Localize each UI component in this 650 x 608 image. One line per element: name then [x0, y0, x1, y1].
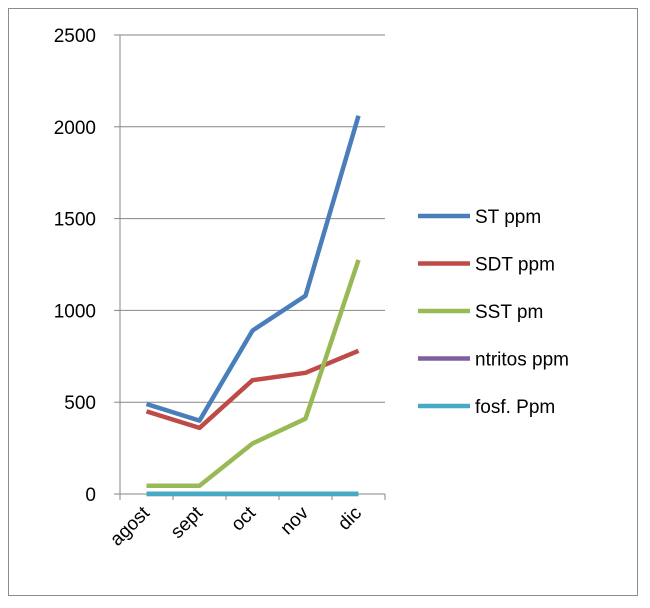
series-line [145, 348, 360, 431]
x-tick-label: sept [167, 502, 208, 543]
legend-label: fosf. Ppm [475, 397, 555, 418]
y-tick-label: 1000 [54, 301, 96, 322]
legend-label: ntritos ppm [475, 350, 569, 371]
y-tick-label: 2500 [54, 26, 96, 47]
legend-label: ST ppm [475, 207, 541, 228]
y-tick-label: 2000 [54, 118, 96, 139]
series-line [145, 115, 361, 423]
x-tick-label: agost [106, 502, 154, 550]
x-axis-ticks: agost sept oct nov dic [106, 494, 386, 550]
x-tick-label: dic [334, 503, 366, 535]
legend-label: SDT ppm [475, 255, 555, 276]
legend-label: SST pm [475, 302, 543, 323]
x-tick-label: nov [277, 502, 314, 539]
legend: ST ppm SDT ppm SST pm ntritos ppm fosf. Ppm [418, 207, 569, 418]
series-lines [145, 115, 361, 497]
x-tick-label: oct [227, 502, 260, 535]
y-tick-label: 500 [64, 393, 96, 414]
series-line [146, 259, 361, 488]
axes [119, 35, 385, 495]
y-tick-label: 0 [85, 485, 96, 506]
y-tick-label: 1500 [54, 210, 96, 231]
chart-frame [8, 8, 638, 596]
y-axis-ticks: 0 500 1000 1500 2000 2500 [54, 26, 120, 506]
gridlines [120, 34, 385, 403]
